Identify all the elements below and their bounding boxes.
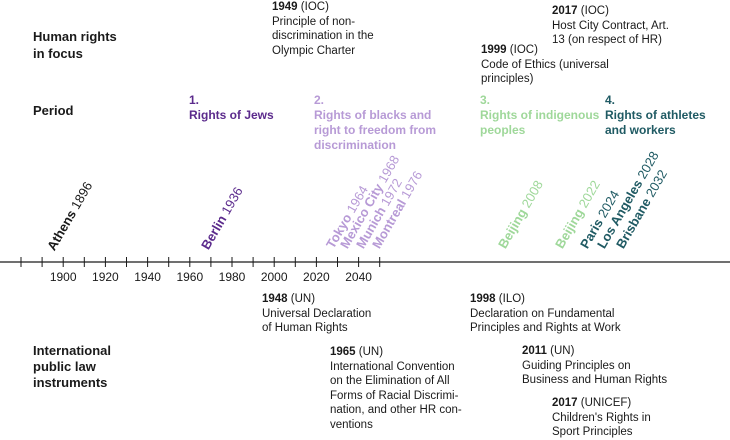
period-1: 1. Rights of Jews xyxy=(189,93,274,123)
note-text: Guiding Principles on Business and Human… xyxy=(522,359,668,387)
note-un-2011: 2011 (UN) Guiding Principles on Business… xyxy=(522,344,667,388)
note-unicef-2017: 2017 (UNICEF) Children's Rights in Sport… xyxy=(552,396,651,440)
axis-tick-label: 2000 xyxy=(260,270,288,284)
note-year: 1999 xyxy=(481,44,507,56)
row-label-human-rights-focus: Human rights in focus xyxy=(33,29,117,61)
row-label-public-law-instruments: International public law instruments xyxy=(33,343,112,390)
note-year: 2011 xyxy=(522,345,547,357)
period-number: 3. xyxy=(480,93,491,107)
note-text: Principle of non- discrimination in the … xyxy=(272,15,374,57)
note-year: 1948 xyxy=(262,293,288,305)
axis-tick-label: 1940 xyxy=(134,270,161,284)
axis-tick-label: 1960 xyxy=(176,270,204,284)
note-org: (IOC) xyxy=(577,5,609,17)
note-text: Universal Declaration of Human Rights xyxy=(262,307,372,335)
note-org: (IOC) xyxy=(506,44,538,56)
period-text: Rights of athletes and workers xyxy=(605,108,706,137)
note-year: 1965 xyxy=(330,346,356,358)
note-ioc-2017: 2017 (IOC) Host City Contract, Art. 13 (… xyxy=(552,4,669,48)
note-org: (UN) xyxy=(546,345,575,357)
note-text: Host City Contract, Art. 13 (on respect … xyxy=(552,19,669,47)
note-ilo-1998: 1998 (ILO) Declaration on Fundamental Pr… xyxy=(470,292,621,336)
note-org: (IOC) xyxy=(297,1,329,13)
axis-tick-label: 1900 xyxy=(49,270,77,284)
note-ioc-1999: 1999 (IOC) Code of Ethics (universal pri… xyxy=(481,43,609,87)
note-org: (UNICEF) xyxy=(577,397,632,409)
period-number: 2. xyxy=(314,93,325,107)
period-3: 3. Rights of indigenous peoples xyxy=(480,93,599,138)
note-year: 2017 xyxy=(552,5,578,17)
note-un-1948: 1948 (UN) Universal Declaration of Human… xyxy=(262,292,371,336)
note-text: Children's Rights in Sport Principles xyxy=(552,411,651,439)
note-un-1965: 1965 (UN) International Convention on th… xyxy=(330,345,462,432)
note-year: 1949 xyxy=(272,1,298,13)
period-text: Rights of blacks and right to freedom fr… xyxy=(314,108,436,152)
period-text: Rights of indigenous peoples xyxy=(480,108,600,137)
period-text: Rights of Jews xyxy=(189,108,274,122)
note-org: (UN) xyxy=(287,293,316,305)
note-org: (ILO) xyxy=(495,293,525,305)
period-number: 4. xyxy=(605,93,616,107)
note-text: Declaration on Fundamental Principles an… xyxy=(470,307,621,335)
note-text: Code of Ethics (universal principles) xyxy=(481,58,609,86)
row-label-period: Period xyxy=(33,103,74,118)
note-org: (UN) xyxy=(355,346,384,358)
note-year: 2017 xyxy=(552,397,578,409)
axis-tick-label: 1980 xyxy=(218,270,246,284)
axis-tick-label: 2020 xyxy=(303,270,330,284)
period-2: 2. Rights of blacks and right to freedom… xyxy=(314,93,436,153)
axis-tick-label: 1920 xyxy=(92,270,119,284)
period-4: 4. Rights of athletes and workers xyxy=(605,93,706,138)
axis-tick-label: 2040 xyxy=(345,270,372,284)
period-number: 1. xyxy=(189,93,200,107)
note-text: International Convention on the Eliminat… xyxy=(330,360,462,431)
note-ioc-1949: 1949 (IOC) Principle of non- discriminat… xyxy=(272,0,374,58)
note-year: 1998 xyxy=(470,293,496,305)
